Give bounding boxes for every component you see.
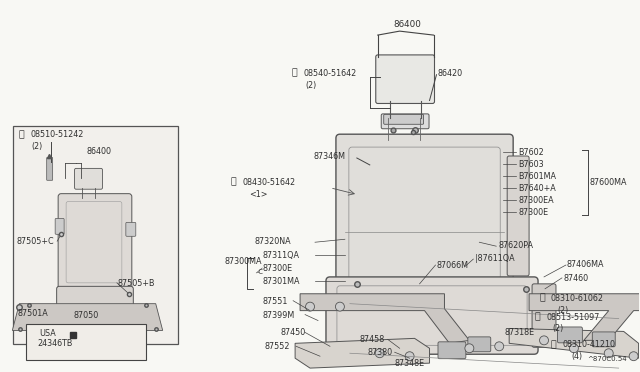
Text: 87552: 87552	[264, 342, 290, 351]
FancyBboxPatch shape	[376, 55, 435, 103]
Polygon shape	[529, 294, 640, 340]
Text: 87406MA: 87406MA	[567, 260, 604, 269]
Text: USA: USA	[39, 330, 56, 339]
Text: 87505+C: 87505+C	[17, 237, 54, 246]
Text: 87318E: 87318E	[504, 328, 534, 337]
FancyBboxPatch shape	[592, 332, 615, 347]
FancyBboxPatch shape	[557, 327, 582, 343]
FancyBboxPatch shape	[326, 277, 538, 354]
Circle shape	[405, 352, 414, 361]
Text: 08513-51097: 08513-51097	[546, 312, 600, 322]
FancyBboxPatch shape	[438, 342, 466, 359]
Text: 87300EA: 87300EA	[518, 196, 554, 205]
Text: 87399M: 87399M	[262, 311, 294, 320]
FancyBboxPatch shape	[468, 337, 491, 352]
Text: B7602: B7602	[518, 148, 544, 157]
Circle shape	[305, 302, 314, 311]
Text: B7601MA: B7601MA	[518, 172, 556, 181]
Circle shape	[604, 349, 613, 358]
Text: 87346M: 87346M	[313, 152, 345, 161]
Text: 08310-41210: 08310-41210	[563, 340, 616, 349]
FancyBboxPatch shape	[507, 156, 529, 276]
FancyBboxPatch shape	[47, 157, 52, 180]
Text: 87348E: 87348E	[395, 359, 425, 368]
Circle shape	[375, 349, 384, 358]
FancyBboxPatch shape	[126, 222, 136, 236]
Text: 87300E: 87300E	[262, 264, 292, 273]
Text: ^870C0.54: ^870C0.54	[587, 356, 627, 362]
Text: <1>: <1>	[250, 190, 268, 199]
FancyBboxPatch shape	[384, 114, 424, 124]
Text: (2): (2)	[552, 324, 563, 333]
Text: 87050: 87050	[73, 311, 99, 320]
FancyBboxPatch shape	[75, 169, 102, 189]
FancyBboxPatch shape	[57, 286, 133, 326]
Polygon shape	[300, 294, 469, 343]
Text: 87301MA: 87301MA	[262, 277, 300, 286]
Text: 24346TB: 24346TB	[37, 339, 72, 348]
Bar	[13, 126, 178, 344]
Text: 87450: 87450	[280, 328, 305, 337]
Text: Ⓢ: Ⓢ	[534, 312, 540, 322]
Circle shape	[465, 344, 474, 353]
Text: Ⓢ: Ⓢ	[230, 178, 236, 187]
Text: 86400: 86400	[394, 20, 422, 29]
Text: 08540-51642: 08540-51642	[303, 69, 356, 78]
Text: 87311QA: 87311QA	[262, 251, 300, 260]
Text: Ⓢ: Ⓢ	[551, 340, 557, 349]
Text: 87380: 87380	[368, 348, 393, 357]
Text: (2): (2)	[305, 81, 316, 90]
Text: 87458: 87458	[360, 336, 385, 344]
Text: (2): (2)	[557, 306, 568, 315]
Text: |87611QA: |87611QA	[476, 254, 515, 263]
Circle shape	[540, 336, 548, 345]
Text: 87600MA: 87600MA	[590, 178, 627, 187]
Text: 87505+B: 87505+B	[118, 279, 156, 288]
Text: B7603: B7603	[518, 160, 544, 169]
Text: 08310-61062: 08310-61062	[551, 294, 604, 303]
FancyBboxPatch shape	[532, 284, 556, 347]
FancyBboxPatch shape	[381, 114, 429, 129]
Text: 87300MA: 87300MA	[225, 257, 262, 266]
Text: 87620PA: 87620PA	[498, 241, 533, 250]
Circle shape	[495, 342, 504, 351]
Text: -C: -C	[256, 269, 263, 275]
Polygon shape	[295, 339, 429, 368]
Text: 87501A: 87501A	[17, 309, 48, 318]
Text: 87066M: 87066M	[436, 261, 468, 270]
Circle shape	[570, 344, 579, 353]
Text: Ⓢ: Ⓢ	[291, 69, 297, 78]
FancyBboxPatch shape	[336, 134, 513, 293]
Text: 08430-51642: 08430-51642	[243, 178, 296, 187]
Text: 87300E: 87300E	[518, 208, 548, 217]
Circle shape	[335, 302, 344, 311]
Text: 87551: 87551	[262, 297, 287, 306]
Text: 08510-51242: 08510-51242	[30, 130, 84, 139]
Polygon shape	[509, 328, 639, 358]
Text: (4): (4)	[571, 352, 582, 361]
Text: 87460: 87460	[564, 274, 589, 283]
FancyBboxPatch shape	[55, 218, 64, 234]
Circle shape	[629, 352, 638, 361]
Text: (2): (2)	[31, 142, 42, 151]
Text: 86400: 86400	[86, 147, 111, 156]
FancyBboxPatch shape	[58, 194, 132, 294]
Text: 86420: 86420	[438, 69, 463, 78]
Bar	[26, 324, 146, 360]
Text: 87320NA: 87320NA	[254, 237, 291, 246]
Polygon shape	[12, 304, 163, 330]
Text: B7640+A: B7640+A	[518, 184, 556, 193]
Text: Ⓢ: Ⓢ	[19, 130, 24, 139]
Text: Ⓢ: Ⓢ	[539, 294, 545, 303]
